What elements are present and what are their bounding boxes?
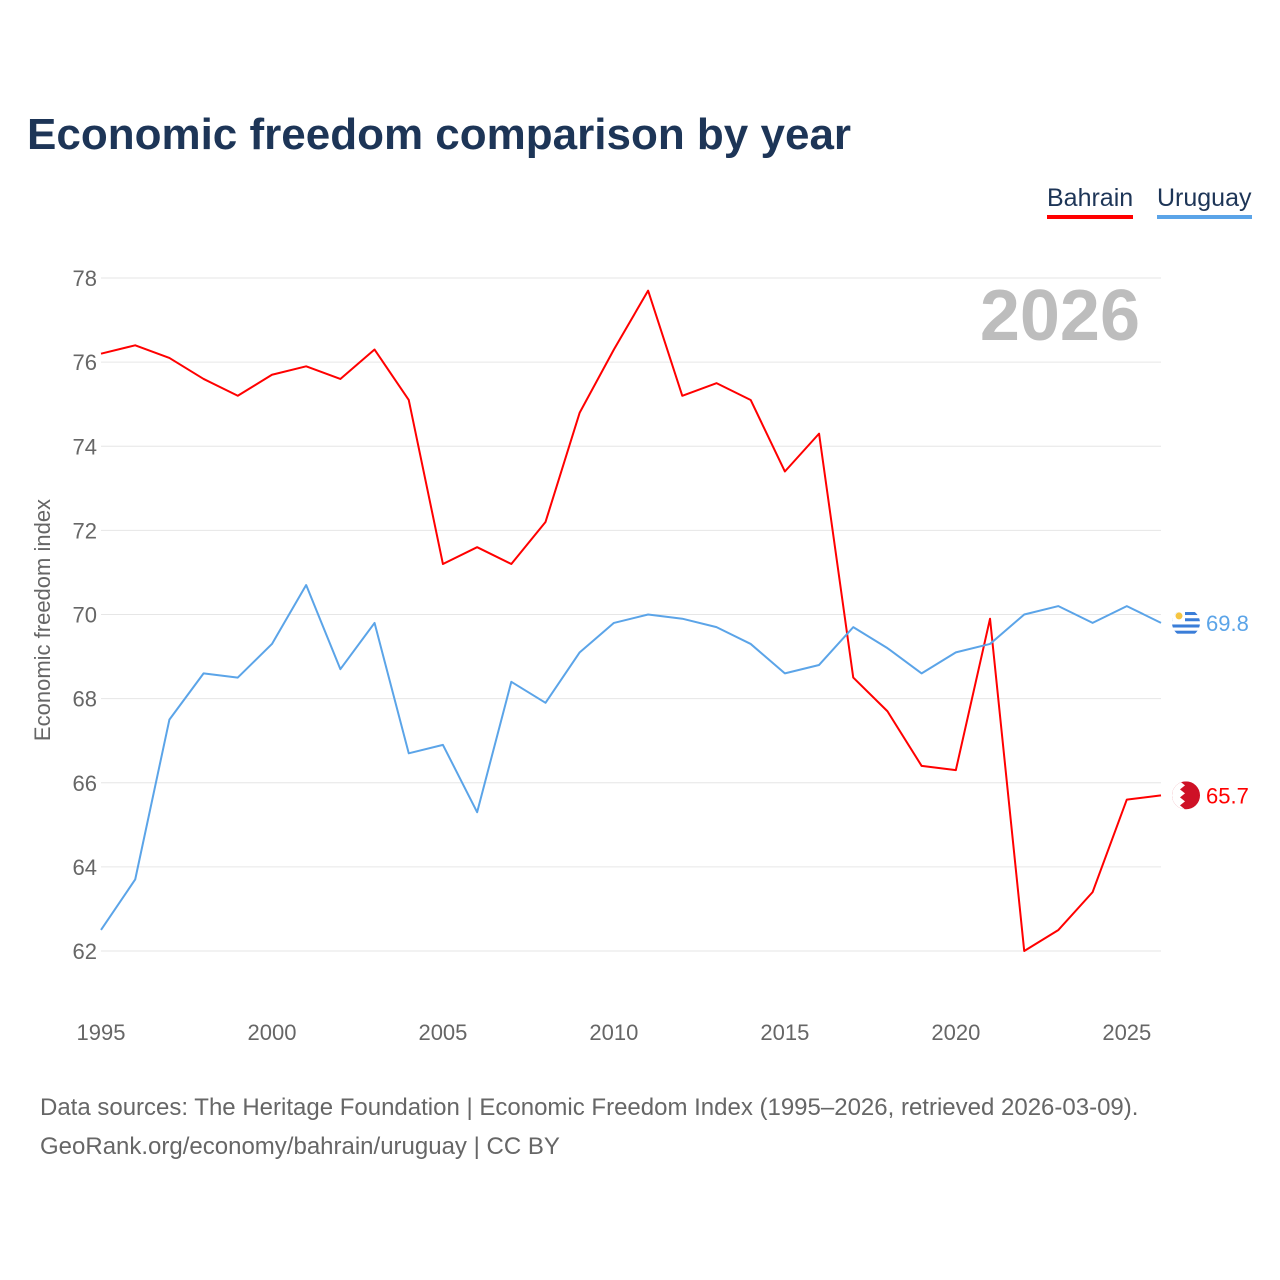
y-tick-label: 72 <box>73 518 97 543</box>
x-tick-label: 2000 <box>247 1020 296 1045</box>
uruguay-flag-icon <box>1172 608 1200 637</box>
series-line-uruguay <box>100 584 1162 931</box>
series-line-bahrain <box>100 289 1162 952</box>
x-tick-label: 2005 <box>418 1020 467 1045</box>
source-line-2: GeoRank.org/economy/bahrain/uruguay | CC… <box>40 1133 560 1160</box>
x-tick-label: 2025 <box>1102 1020 1151 1045</box>
x-tick-label: 2015 <box>760 1020 809 1045</box>
y-tick-label: 70 <box>73 603 97 628</box>
y-tick-label: 64 <box>73 855 97 880</box>
end-label-uruguay: 69.8 <box>1206 611 1249 636</box>
source-note: Data sources: The Heritage Foundation | … <box>40 1088 1138 1166</box>
bahrain-flag-icon <box>1172 781 1200 810</box>
year-watermark: 2026 <box>980 276 1140 356</box>
y-tick-label: 76 <box>73 350 97 375</box>
y-tick-label: 74 <box>73 434 97 459</box>
y-axis-label: Economic freedom index <box>30 499 55 741</box>
end-label-bahrain: 65.7 <box>1206 783 1249 808</box>
y-tick-label: 78 <box>73 266 97 291</box>
y-tick-label: 62 <box>73 939 97 964</box>
y-tick-label: 66 <box>73 771 97 796</box>
legend-bahrain[interactable]: Bahrain <box>1047 184 1134 219</box>
source-line-1: Data sources: The Heritage Foundation | … <box>40 1094 1139 1121</box>
x-tick-label: 2010 <box>589 1020 638 1045</box>
chart-title: Economic freedom comparison by year <box>27 110 852 159</box>
y-tick-label: 68 <box>73 687 97 712</box>
x-tick-label: 2020 <box>931 1020 980 1045</box>
x-tick-label: 1995 <box>77 1020 126 1045</box>
legend-uruguay[interactable]: Uruguay <box>1157 184 1252 219</box>
